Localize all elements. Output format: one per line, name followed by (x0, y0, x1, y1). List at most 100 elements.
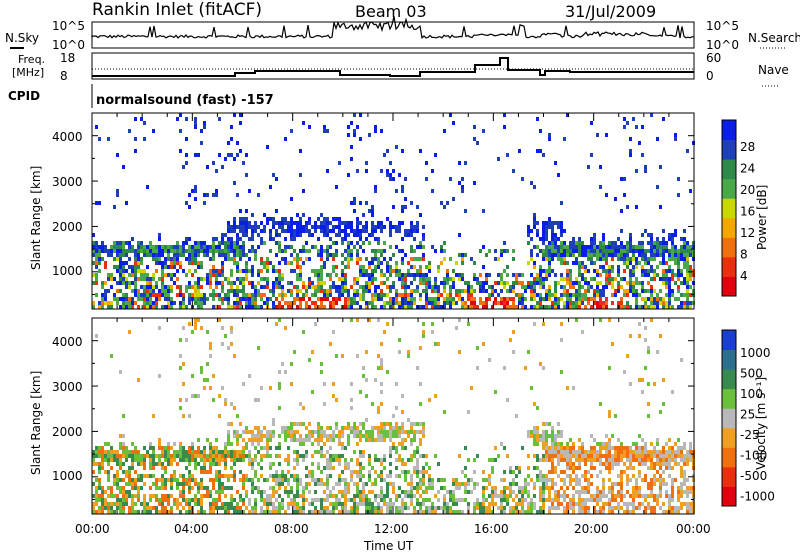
heatmap-cell (563, 253, 566, 257)
heatmap-cell (569, 301, 572, 305)
heatmap-cell (524, 366, 527, 370)
heatmap-cell (140, 273, 143, 277)
heatmap-cell (653, 510, 656, 514)
heatmap-cell (143, 277, 146, 281)
heatmap-cell (533, 506, 536, 510)
heatmap-cell (521, 281, 524, 285)
heatmap-cell (644, 450, 647, 454)
heatmap-cell (488, 249, 491, 253)
heatmap-cell (257, 225, 260, 229)
heatmap-cell (617, 494, 620, 498)
heatmap-cell (137, 277, 140, 281)
heatmap-cell (401, 237, 404, 241)
heatmap-cell (518, 301, 521, 305)
heatmap-cell (125, 454, 128, 458)
heatmap-cell (221, 454, 224, 458)
heatmap-cell (599, 494, 602, 498)
heatmap-cell (662, 261, 665, 265)
heatmap-cell (323, 297, 326, 301)
heatmap-cell (434, 297, 437, 301)
heatmap-cell (500, 502, 503, 506)
heatmap-cell (122, 277, 125, 281)
heatmap-cell (542, 490, 545, 494)
heatmap-cell (668, 506, 671, 510)
heatmap-cell (371, 209, 374, 213)
freq-label-2: [MHz] (12, 66, 44, 79)
heatmap-cell (170, 277, 173, 281)
heatmap-cell (224, 233, 227, 237)
heatmap-cell (170, 257, 173, 261)
heatmap-cell (407, 490, 410, 494)
heatmap-cell (563, 494, 566, 498)
heatmap-cell (356, 502, 359, 506)
heatmap-cell (464, 486, 467, 490)
heatmap-cell (404, 490, 407, 494)
heatmap-cell (260, 494, 263, 498)
heatmap-cell (620, 305, 623, 309)
colorbar-swatch (722, 139, 736, 160)
heatmap-cell (437, 498, 440, 502)
heatmap-cell (110, 454, 113, 458)
heatmap-cell (647, 281, 650, 285)
heatmap-cell (599, 454, 602, 458)
heatmap-cell (533, 442, 536, 446)
heatmap-cell (101, 245, 104, 249)
heatmap-cell (239, 249, 242, 253)
heatmap-cell (686, 257, 689, 261)
heatmap-cell (386, 293, 389, 297)
heatmap-cell (638, 261, 641, 265)
heatmap-cell (596, 245, 599, 249)
heatmap-cell (176, 462, 179, 466)
heatmap-cell (434, 510, 437, 514)
heatmap-cell (554, 233, 557, 237)
heatmap-cell (572, 462, 575, 466)
heatmap-cell (452, 285, 455, 289)
heatmap-cell (347, 301, 350, 305)
heatmap-cell (650, 297, 653, 301)
heatmap-cell (233, 157, 236, 161)
heatmap-cell (254, 225, 257, 229)
heatmap-cell (572, 245, 575, 249)
heatmap-cell (623, 462, 626, 466)
heatmap-cell (155, 454, 158, 458)
heatmap-cell (263, 225, 266, 229)
heatmap-cell (578, 494, 581, 498)
heatmap-cell (626, 454, 629, 458)
heatmap-cell (560, 297, 563, 301)
heatmap-cell (122, 450, 125, 454)
heatmap-cell (608, 466, 611, 470)
heatmap-cell (119, 462, 122, 466)
heatmap-cell (119, 458, 122, 462)
heatmap-cell (224, 486, 227, 490)
heatmap-cell (311, 498, 314, 502)
heatmap-cell (422, 434, 425, 438)
heatmap-cell (227, 301, 230, 305)
heatmap-cell (527, 466, 530, 470)
heatmap-cell (452, 121, 455, 125)
power-panel: Slant Range [km] 1000 3000 2000 4000 481… (29, 112, 769, 310)
heatmap-cell (401, 149, 404, 153)
heatmap-cell (269, 434, 272, 438)
heatmap-cell (488, 285, 491, 289)
heatmap-cell (305, 221, 308, 225)
heatmap-cell (224, 249, 227, 253)
heatmap-cell (242, 382, 245, 386)
heatmap-cell (173, 442, 176, 446)
heatmap-cell (461, 470, 464, 474)
heatmap-cell (221, 301, 224, 305)
heatmap-cell (680, 269, 683, 273)
heatmap-cell (626, 354, 629, 358)
heatmap-cell (491, 498, 494, 502)
heatmap-cell (155, 462, 158, 466)
heatmap-cell (674, 253, 677, 257)
heatmap-cell (380, 486, 383, 490)
heatmap-cell (269, 289, 272, 293)
heatmap-cell (467, 410, 470, 414)
heatmap-cell (512, 506, 515, 510)
heatmap-cell (338, 233, 341, 237)
heatmap-cell (482, 494, 485, 498)
heatmap-cell (389, 177, 392, 181)
heatmap-cell (458, 510, 461, 514)
heatmap-cell (524, 486, 527, 490)
heatmap-cell (374, 225, 377, 229)
